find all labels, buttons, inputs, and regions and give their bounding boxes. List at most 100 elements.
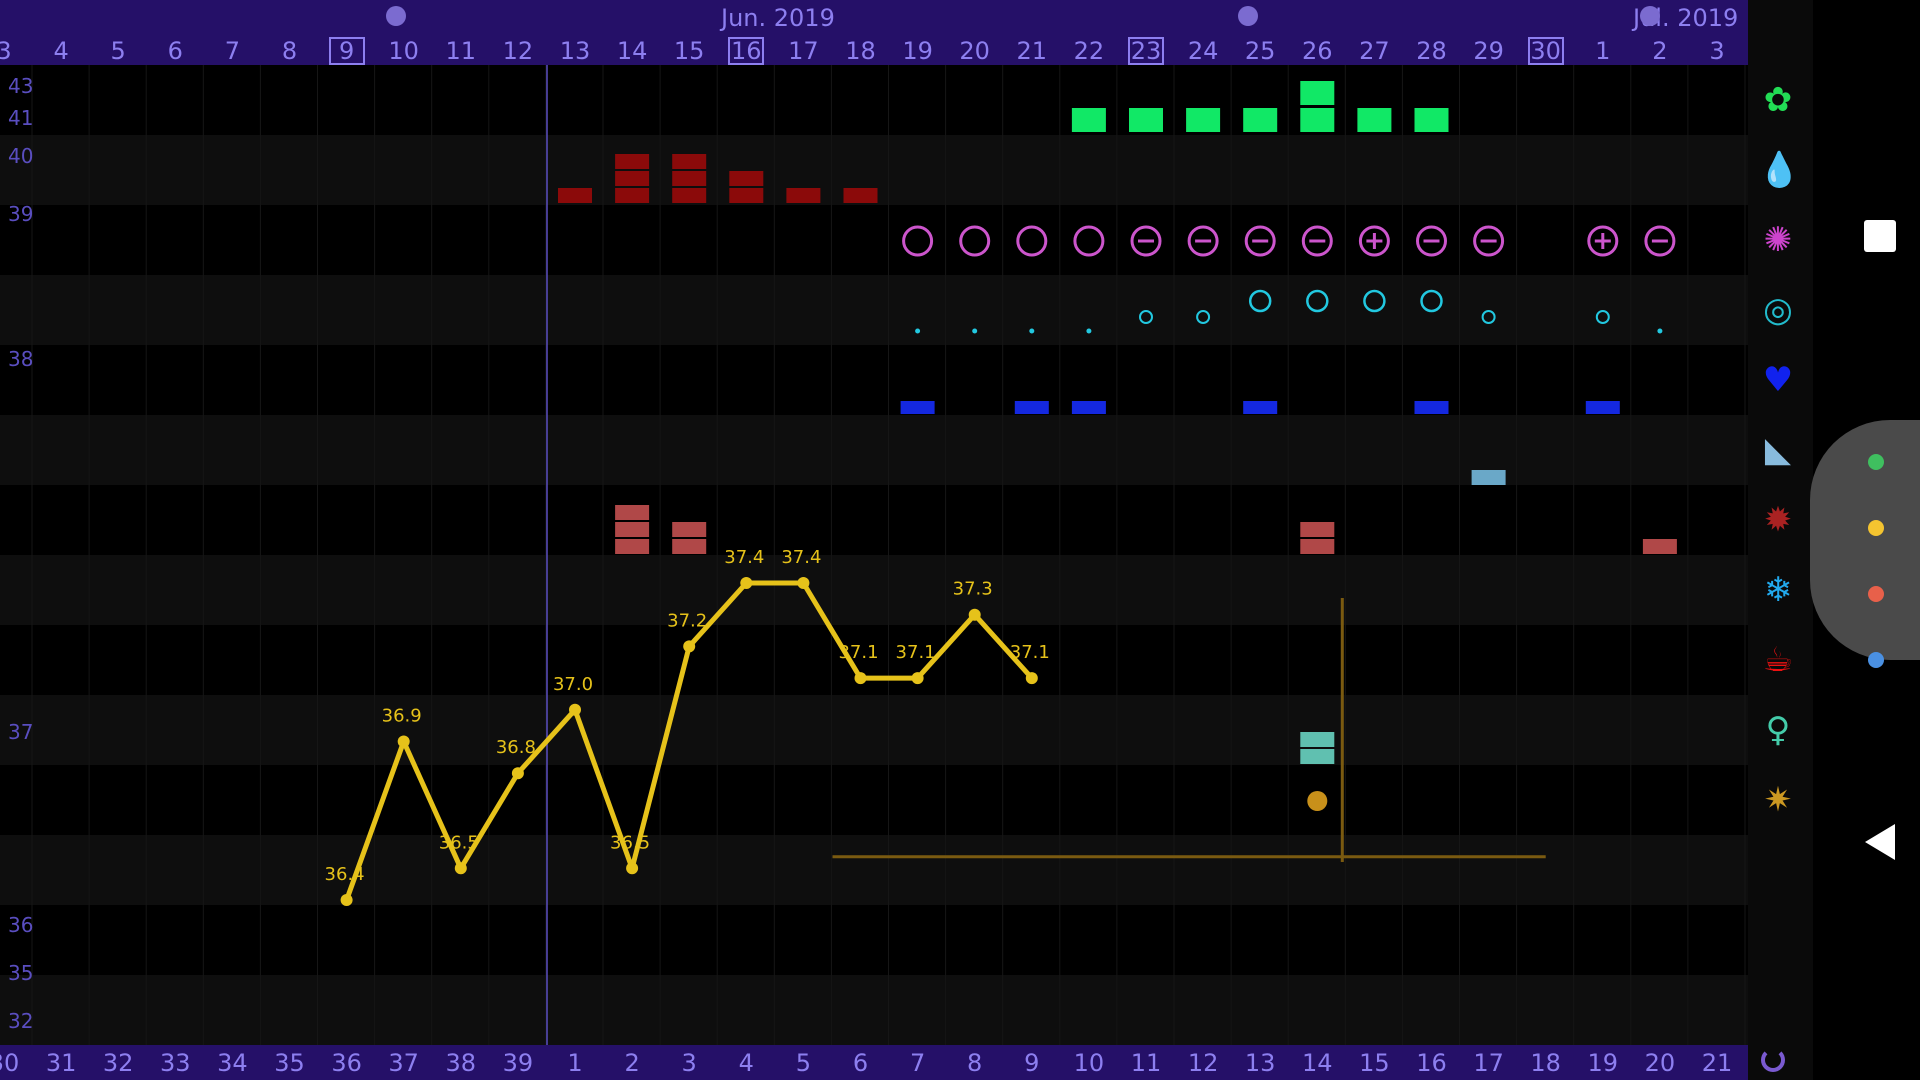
assistive-nav-panel[interactable] [1810,420,1920,668]
cycle-day: 20 [1644,1049,1676,1077]
calendar-day[interactable]: 1 [1595,37,1611,65]
moon-phase-icon [386,6,406,26]
temperature-label: 37.1 [838,642,878,663]
fertile-mark [1243,108,1278,132]
calendar-day[interactable]: 5 [110,37,126,65]
calendar-day[interactable]: 20 [959,37,990,65]
test-symbol [1644,225,1676,257]
calendar-day[interactable]: 2 [1652,37,1668,65]
calendar-day[interactable]: 3 [1709,37,1725,65]
cycle-day: 19 [1587,1049,1619,1077]
menses-mark [615,154,650,169]
calendar-day[interactable]: 17 [788,37,819,65]
y-axis-label: 37 [8,720,34,744]
test-symbol [902,225,934,257]
refresh-icon[interactable] [1761,1048,1785,1072]
nav-dot[interactable] [1868,586,1884,602]
calendar-day[interactable]: 8 [281,37,298,65]
menses-mark [672,188,707,203]
splash-icon[interactable]: ✺ [1763,220,1793,260]
calendar-day[interactable]: 24 [1187,37,1219,65]
menses-mark [672,154,707,169]
calendar-day[interactable]: 16 [728,37,765,65]
temperature-label: 37.4 [781,547,821,568]
calendar-day[interactable]: 3 [0,37,12,65]
temperature-label: 36.4 [325,864,365,885]
calendar-day[interactable]: 18 [845,37,876,65]
square-nav-button[interactable] [1864,220,1896,252]
spotting-icon[interactable]: ✹ [1763,500,1793,540]
calendar-day[interactable]: 4 [53,37,69,65]
calendar-day[interactable]: 21 [1016,37,1048,65]
moon-phase-icon [1238,6,1258,26]
calendar-day[interactable]: 26 [1302,37,1333,65]
flower-icon[interactable]: ✿ [1763,80,1793,120]
temperature-label: 36.9 [382,706,422,727]
back-nav-button[interactable] [1865,824,1895,860]
calendar-day[interactable]: 6 [167,37,183,65]
calendar-day[interactable]: 10 [388,37,419,65]
nav-dot[interactable] [1868,454,1884,470]
calendar-day[interactable]: 23 [1128,37,1164,65]
temperature-label: 37.3 [953,579,993,600]
teal-mark [1300,749,1335,764]
temperature-point [740,577,753,589]
spiral-icon[interactable]: ◎ [1763,290,1793,330]
temperature-point [1025,672,1038,685]
cycle-day: 37 [388,1049,419,1077]
temperature-point [569,703,581,716]
date-header: 3 4 5 6 7 8 9 10 11 12 13 14 15 16 17 18 19 20 21 22 23 24 25 2… [0,0,1813,65]
calendar-day[interactable]: 25 [1244,37,1276,65]
heart-icon[interactable]: ♥ [1762,360,1794,400]
y-axis-label: 40 [8,144,34,168]
test-symbol [1416,225,1447,257]
calendar-day[interactable]: 7 [224,37,241,65]
menses-mark [615,188,650,203]
calendar-day[interactable]: 22 [1073,37,1105,65]
calendar-day[interactable]: 11 [445,37,477,65]
temperature-point [797,577,810,589]
spotting-mark [615,539,650,554]
nav-dot[interactable] [1868,520,1884,536]
calendar-day[interactable]: 13 [559,37,591,65]
grid-band [0,555,1748,625]
test-symbol [1358,225,1390,257]
spray-icon[interactable]: ◣ [1764,430,1792,470]
calendar-day[interactable]: 14 [616,37,648,65]
calendar-day[interactable]: 19 [902,37,933,65]
calendar-day[interactable]: 30 [1527,37,1564,65]
calendar-day[interactable]: 15 [673,37,705,65]
calendar-day[interactable]: 12 [502,37,534,65]
snowflake-icon[interactable]: ❄ [1763,570,1793,610]
cycle-day: 36 [331,1049,362,1077]
cervix-dot [1657,328,1663,334]
cervix-circle [1306,289,1329,313]
cycle-day: 14 [1302,1049,1333,1077]
cycle-day: 33 [160,1049,191,1077]
test-symbol [959,225,991,257]
spotting-mark [672,539,707,554]
cycle-day: 35 [274,1049,305,1077]
sun-drop-icon[interactable]: ✷ [1763,780,1793,820]
nav-dot[interactable] [1868,652,1884,668]
calendar-day[interactable]: 27 [1359,37,1390,65]
blue-mark [1014,401,1049,414]
cervix-circle [1420,289,1443,313]
test-symbol [1301,225,1333,257]
temperature-point [511,767,524,780]
calendar-day[interactable]: 29 [1473,37,1504,65]
cup-icon[interactable]: ☕ [1762,640,1794,680]
drop-icon[interactable]: 💧 [1758,150,1801,190]
person-icon[interactable]: ♀ [1765,710,1791,750]
y-axis-label: 39 [8,202,34,226]
calendar-day[interactable]: 28 [1416,37,1447,65]
cycle-day: 5 [795,1049,812,1077]
grid-band [0,415,1748,485]
cycle-day: 1 [567,1049,583,1077]
fertile-mark [1300,81,1335,105]
calendar-day[interactable]: 9 [328,37,365,65]
y-axis-label: 38 [8,347,34,371]
chart-canvas[interactable]: 36.4 36.9 36.5 36.8 37.0 36.5 37.2 37.4 37.4 37.1… [0,0,1813,1080]
cervix-circle [1196,310,1211,324]
